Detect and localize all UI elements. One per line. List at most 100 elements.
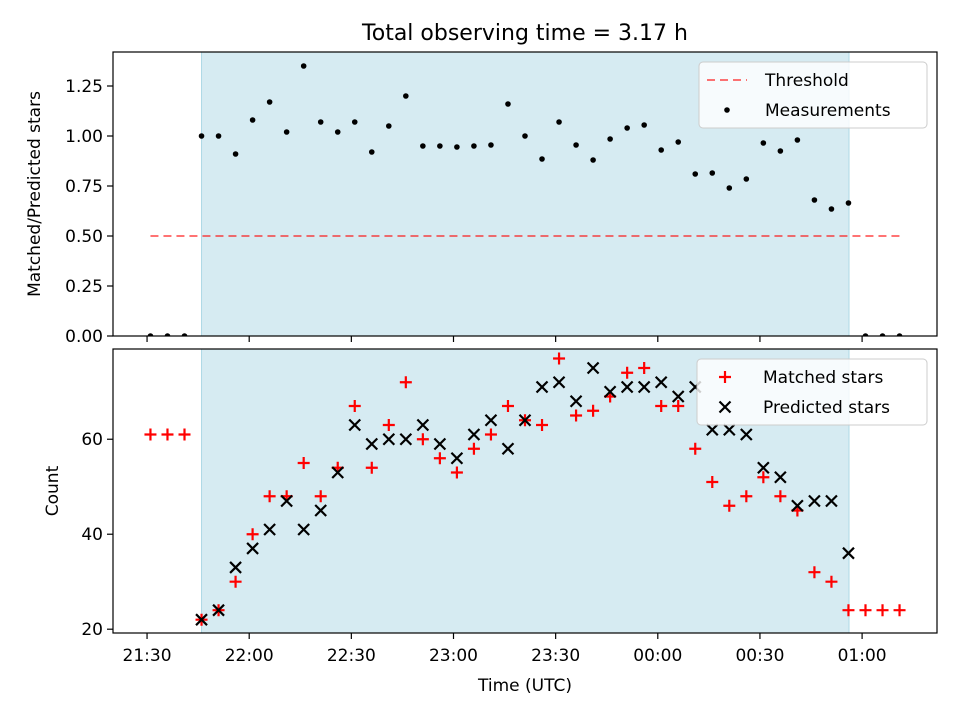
predicted-star-point	[518, 413, 532, 427]
measurement-point	[232, 151, 239, 157]
predicted-star-point	[723, 423, 736, 437]
matched-star-point	[706, 475, 719, 488]
matched-star-point	[348, 399, 361, 412]
measurement-point	[147, 333, 154, 336]
predicted-star-point	[757, 461, 770, 475]
predicted-star-point	[671, 390, 685, 403]
x-tick-label: 23:00	[429, 646, 478, 666]
matched-star-point	[501, 399, 514, 412]
y-axis-label: Matched/Predicted stars	[25, 91, 45, 297]
predicted-star-point	[195, 613, 208, 626]
measurement-point	[879, 333, 886, 336]
matched-star-point	[672, 399, 685, 412]
matched-star-point	[842, 604, 855, 617]
y-axis-label: Count	[43, 465, 63, 516]
ratio-panel: 0.00 0.25 0.50 0.75 1.00 1.25 Matched/Predicte…	[25, 51, 938, 347]
predicted-star-point	[212, 603, 225, 617]
measurement-point	[164, 333, 171, 336]
predicted-star-point	[416, 418, 430, 432]
measurement-point	[726, 185, 733, 191]
matched-star-point	[484, 428, 497, 441]
matched-star-point	[587, 404, 600, 417]
measurement-point	[420, 143, 426, 149]
predicted-star-point	[246, 542, 259, 555]
measurement-point	[283, 129, 290, 135]
legend-label: Predicted stars	[763, 398, 890, 418]
predicted-star-point	[433, 437, 447, 451]
x-tick-label: 22:30	[327, 646, 376, 666]
measurement-point	[658, 147, 664, 153]
measurement-point	[437, 143, 443, 149]
predicted-star-point	[842, 546, 855, 560]
legend-label: Matched stars	[763, 368, 883, 388]
measurement-point	[590, 157, 596, 163]
legend-box	[696, 358, 928, 426]
x-tick-label: 00:30	[735, 646, 784, 666]
measurement-point	[454, 144, 460, 150]
matched-star-point	[774, 490, 787, 503]
matched-star-point	[416, 433, 429, 446]
legend-predicted-swatch	[718, 400, 732, 414]
matched-star-point	[757, 471, 770, 484]
measurement-point	[641, 122, 647, 128]
measurement-point	[760, 140, 767, 146]
matched-star-point	[399, 376, 412, 389]
matched-star-point	[365, 461, 378, 474]
measurement-point	[743, 176, 750, 182]
measurement-point	[351, 119, 358, 125]
predicted-star-point	[603, 385, 617, 399]
predicted-star-point	[467, 428, 481, 441]
matched-star-point	[638, 361, 651, 374]
measurement-point	[198, 133, 205, 139]
matched-star-point	[433, 452, 446, 465]
measurement-point	[777, 148, 784, 154]
predicted-star-point	[654, 375, 668, 389]
axes-frame	[112, 51, 938, 337]
y-tick-label: 60	[81, 430, 103, 450]
measurement-point	[675, 139, 682, 145]
matched-star-point	[450, 466, 463, 479]
matched-star-point	[246, 528, 259, 541]
matched-star-point	[314, 490, 327, 503]
measurement-point	[709, 170, 716, 176]
predicted-star-point	[808, 494, 821, 508]
matched-star-point	[144, 428, 157, 441]
matched-star-point	[570, 409, 583, 422]
measurement-point	[862, 333, 869, 336]
measurement-point	[522, 133, 528, 139]
matched-star-point	[723, 499, 736, 512]
legend-box	[698, 61, 928, 129]
axes-frame	[112, 348, 938, 634]
legend-measurement-swatch	[724, 107, 730, 113]
matched-star-point	[263, 490, 276, 503]
matched-star-point	[621, 366, 634, 379]
measurement-point	[828, 206, 835, 212]
predicted-star-point	[705, 423, 719, 437]
measurement-point	[215, 133, 222, 139]
matched-star-point	[297, 456, 310, 469]
predicted-star-point	[569, 394, 583, 408]
predicted-star-point	[501, 442, 515, 456]
predicted-star-point	[825, 494, 838, 508]
predicted-star-point	[637, 380, 651, 394]
measurement-point	[896, 333, 903, 336]
predicted-star-point	[365, 437, 379, 451]
predicted-star-point	[586, 361, 600, 375]
measurement-point	[573, 142, 579, 148]
predicted-star-point	[280, 494, 293, 508]
measurement-point	[845, 200, 852, 206]
measurement-point	[249, 117, 256, 123]
matched-star-point	[467, 442, 480, 455]
measurement-point	[505, 101, 511, 107]
x-tick-label: 01:00	[838, 646, 887, 666]
legend: Threshold Measurements	[698, 61, 928, 129]
measurement-point	[181, 333, 188, 336]
measurement-point	[624, 125, 630, 131]
legend: Matched stars Predicted stars	[696, 358, 928, 426]
predicted-star-point	[535, 380, 549, 394]
measurement-point	[334, 129, 341, 135]
matched-star-point	[229, 575, 242, 588]
predicted-star-point	[774, 470, 787, 484]
predicted-star-point	[331, 466, 345, 479]
x-tick-label: 23:30	[531, 646, 580, 666]
